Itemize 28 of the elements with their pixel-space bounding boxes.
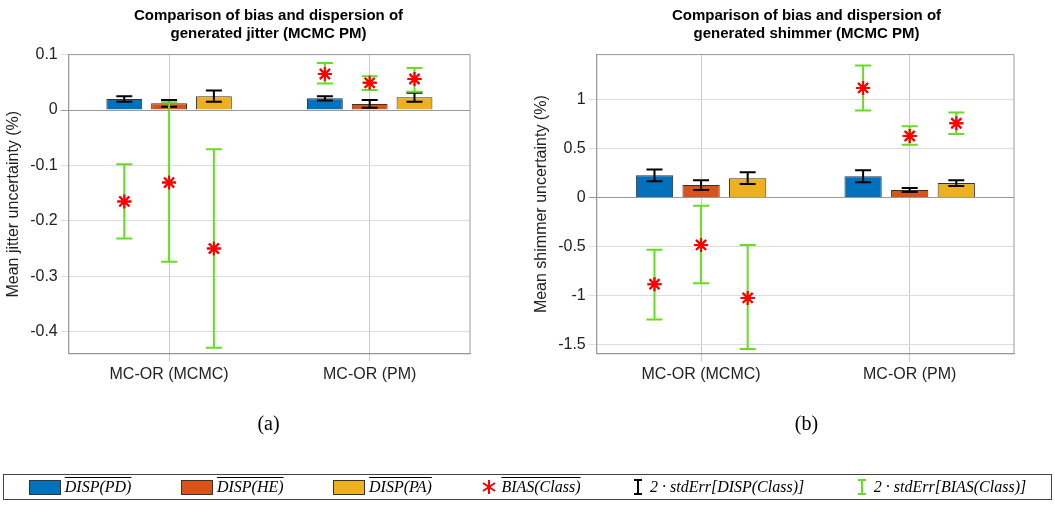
- y-tick-label: -0.3: [30, 266, 58, 284]
- x-tick-label: MC-OR (PM): [863, 364, 957, 382]
- y-tick-label: -1.5: [558, 335, 586, 353]
- chart-title: Comparison of bias and dispersion of generated shimmer (MCMC PM): [670, 6, 943, 42]
- y-tick-label: -0.5: [558, 237, 586, 255]
- chart-title: Comparison of bias and dispersion of generated jitter (MCMC PM): [132, 6, 405, 42]
- text: 2 · stdErr[BIAS(Class)]: [873, 478, 1027, 496]
- text: (b): [793, 412, 820, 435]
- y-tick-label: 1: [576, 90, 586, 108]
- legend-label: DISP(PA): [369, 478, 432, 496]
- text: (a): [256, 412, 281, 435]
- y-tick-label: -0.4: [30, 322, 58, 340]
- legend-label: DISP(PD): [64, 478, 132, 496]
- y-tick-label: 0.1: [35, 45, 58, 63]
- y-axis-title: Mean jitter uncertainty (%): [4, 110, 22, 298]
- x-tick-label: MC-OR (MCMC): [641, 364, 761, 382]
- y-tick-label: 0: [48, 100, 58, 118]
- y-tick-label: -0.1: [30, 155, 58, 173]
- y-tick-label: 0.5: [563, 139, 586, 157]
- legend-label: DISP(HE): [216, 478, 284, 496]
- legend-label: BIAS(Class): [501, 478, 581, 496]
- y-tick-label: -1: [571, 286, 586, 304]
- x-tick-label: MC-OR (MCMC): [109, 364, 229, 382]
- y-tick-label: 0: [576, 188, 586, 206]
- y-axis-title: Mean shimmer uncertainty (%): [532, 95, 550, 314]
- y-tick-label: -0.2: [30, 211, 58, 229]
- x-tick-label: MC-OR (PM): [323, 364, 417, 382]
- text: 2 · stdErr[DISP(Class)]: [650, 478, 805, 496]
